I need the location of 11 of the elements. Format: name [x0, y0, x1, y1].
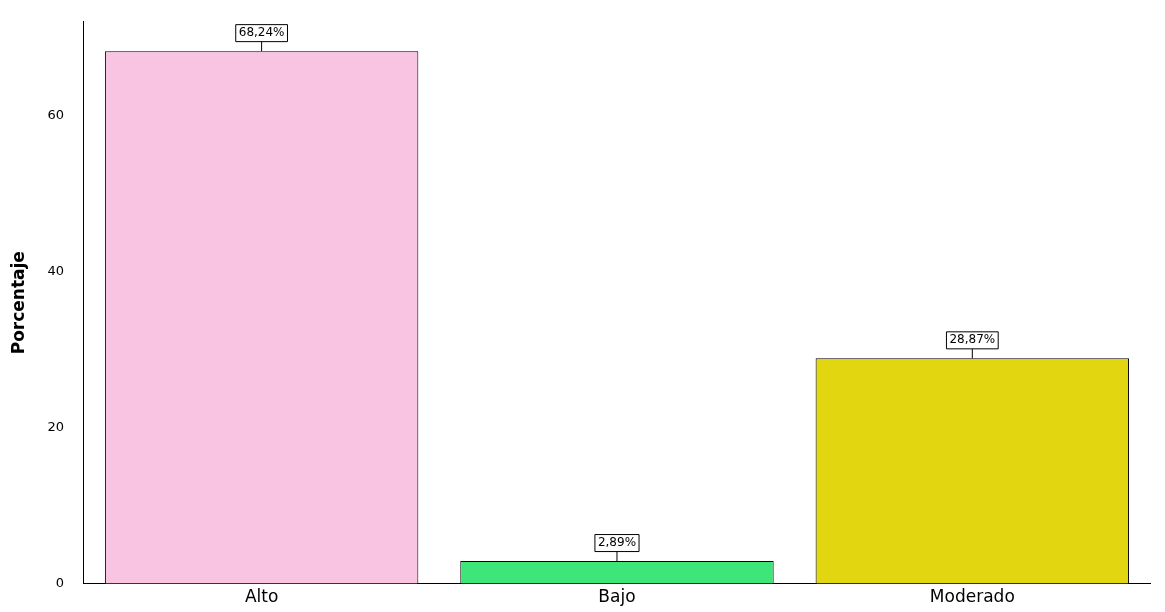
- y-axis-title: Porcentaje: [7, 251, 28, 355]
- data-label: 2,89%: [597, 535, 637, 550]
- data-label: 28,87%: [949, 332, 996, 347]
- x-tick-label: Bajo: [598, 586, 636, 607]
- y-tick-label: 60: [47, 106, 64, 122]
- y-tick-label: 40: [47, 262, 64, 278]
- y-tick-label: 0: [55, 574, 64, 590]
- x-tick-label: Alto: [244, 586, 279, 607]
- x-tick-label: Moderado: [929, 586, 1015, 607]
- y-tick-label: 20: [47, 418, 64, 434]
- data-label: 68,24%: [238, 25, 285, 40]
